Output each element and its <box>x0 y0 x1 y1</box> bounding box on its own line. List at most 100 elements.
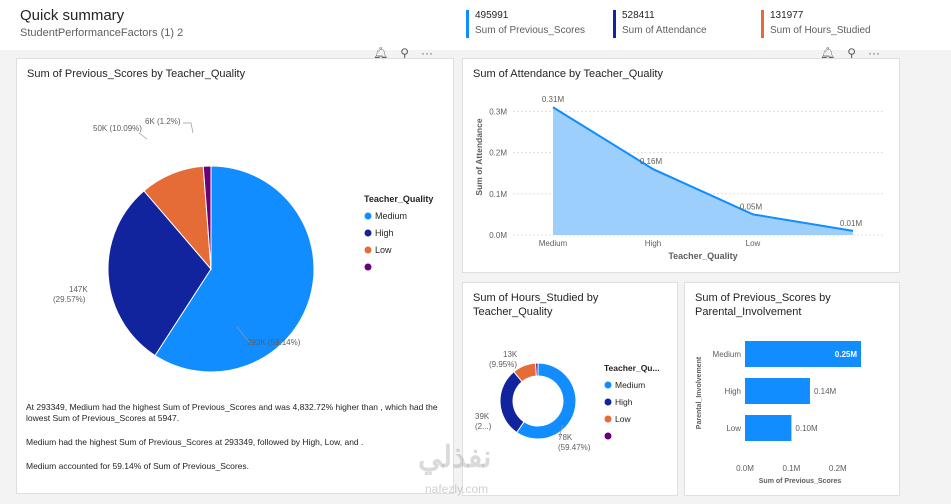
pie-slice-blank[interactable] <box>202 165 212 270</box>
data-label: (29.57%) <box>53 295 86 304</box>
data-label: 50K (10.09%) <box>93 124 142 133</box>
x-tick-label: 0.2M <box>829 464 847 473</box>
pie-slice-high[interactable] <box>107 190 212 357</box>
leader-line <box>236 326 250 343</box>
bar-medium[interactable] <box>745 341 861 367</box>
pin-icon[interactable]: ⚲ <box>400 46 410 60</box>
bell-icon[interactable]: 🔔︎ <box>373 46 389 60</box>
pie-card-previous-scores[interactable]: Sum of Previous_Scores by Teacher_Qualit… <box>16 58 454 494</box>
chart-title: Sum of Attendance by Teacher_Quality <box>473 68 663 80</box>
area-fill <box>553 107 853 235</box>
kpi-label: Sum of Previous_Scores <box>475 25 586 36</box>
legend-marker[interactable] <box>364 212 372 220</box>
y-axis-title: Sum of Attendance <box>474 118 484 195</box>
y-tick-label: High <box>725 387 741 396</box>
x-axis-title: Sum of Previous_Scores <box>759 478 842 485</box>
chart-title: Sum of Previous_Scores by Teacher_Qualit… <box>27 68 246 80</box>
data-label: 0.31M <box>542 95 565 104</box>
area-card-attendance[interactable]: Sum of Attendance by Teacher_Quality 0.0… <box>462 58 900 273</box>
more-icon[interactable]: ··· <box>868 46 881 60</box>
legend-item[interactable]: Medium <box>615 380 645 390</box>
legend-item[interactable]: Low <box>615 414 631 424</box>
chart-title: Sum of Previous_Scores by Parental_Invol… <box>695 292 831 318</box>
legend-item[interactable]: High <box>375 228 394 238</box>
leader-line <box>138 132 148 140</box>
visual-toolbar: 🔔︎ ⚲ ··· <box>820 46 892 60</box>
pie-slice-high[interactable] <box>499 371 525 434</box>
legend-title: Teacher_Quality <box>364 194 433 204</box>
legend-marker[interactable] <box>604 381 612 389</box>
y-tick-label: 0.1M <box>489 190 507 199</box>
legend-marker[interactable] <box>604 432 612 440</box>
pin-icon[interactable]: ⚲ <box>847 46 857 60</box>
y-tick-label: Low <box>726 424 741 433</box>
legend-marker[interactable] <box>364 229 372 237</box>
data-label: (59.47%) <box>558 443 591 452</box>
watermark-url: nafezly.com <box>425 482 489 496</box>
data-label: 0.14M <box>814 387 837 396</box>
pie-slice-medium[interactable] <box>516 362 577 440</box>
data-label: 0.05M <box>740 202 763 211</box>
pie-chart-previous-scores: 293K (59.14%) 147K(29.57%) 50K (10.09%)6K … <box>53 117 433 373</box>
kpi-hours-studied[interactable]: 131977 Sum of Hours_Studied <box>761 10 871 38</box>
legend-item[interactable]: High <box>615 397 633 407</box>
y-tick-label: Medium <box>713 350 742 359</box>
narrative-line-2: Medium had the highest Sum of Previous_S… <box>26 437 364 447</box>
data-label: 39K <box>475 412 490 421</box>
y-tick-label: 0.3M <box>489 107 507 116</box>
donut-chart-hours-studied: 78K(59.47%) 39K(2...) 13K(9.95%) Teacher_Qu… <box>475 350 660 452</box>
data-label: 0.16M <box>640 157 663 166</box>
x-axis-title: Teacher_Quality <box>668 251 737 261</box>
kpi-value: 495991 <box>475 10 509 21</box>
legend-item[interactable]: Medium <box>375 211 407 221</box>
data-label: 78K <box>558 433 573 442</box>
bar-low[interactable] <box>745 415 792 441</box>
kpi-value: 131977 <box>770 10 804 21</box>
kpi-value: 528411 <box>622 10 655 21</box>
y-tick-label: 0.0M <box>489 231 507 240</box>
area-chart-attendance: 0.0M 0.1M 0.2M 0.3M 0.31M Medium 0.16M High 0.05… <box>474 95 883 261</box>
leader-line <box>183 122 194 134</box>
chart-title-text: Sum of Hours_Studied by Teacher_Quality <box>473 292 599 318</box>
pie-slice-medium[interactable] <box>154 165 315 373</box>
data-label: 0.01M <box>840 219 863 228</box>
bar-card-parental-involvement[interactable]: Sum of Previous_Scores by Parental_Invol… <box>684 282 900 496</box>
data-label: 0.10M <box>795 424 818 433</box>
legend-marker[interactable] <box>604 415 612 423</box>
x-tick-label: Medium <box>539 239 568 248</box>
x-tick-label: 0.1M <box>783 464 801 473</box>
kpi-attendance[interactable]: 528411 Sum of Attendance <box>613 10 707 38</box>
narrative-line-1: At 293349, Medium had the highest Sum of… <box>26 402 438 423</box>
report-header: Quick summary StudentPerformanceFactors … <box>0 0 951 50</box>
data-label: (2...) <box>475 422 492 431</box>
narrative-line-3: Medium accounted for 59.14% of Sum of Pr… <box>26 461 250 471</box>
legend-marker[interactable] <box>364 246 372 254</box>
page-title: Quick summary <box>20 7 125 24</box>
data-label: (9.95%) <box>489 360 517 369</box>
pie-slice-blank[interactable] <box>534 362 539 377</box>
data-label: 293K (59.14%) <box>247 338 301 347</box>
series-line[interactable] <box>552 106 854 232</box>
more-icon[interactable]: ··· <box>421 46 434 60</box>
bar-chart-parental-involvement: Medium 0.25M High 0.14M Low 0.10M 0.0M 0.1M 0.2M… <box>696 341 861 485</box>
legend-item[interactable]: Low <box>375 245 392 255</box>
legend-marker[interactable] <box>604 398 612 406</box>
legend-marker[interactable] <box>364 263 372 271</box>
data-label: 0.25M <box>835 350 858 359</box>
watermark-logo: نفذلي <box>418 441 492 474</box>
x-tick-label: 0.0M <box>736 464 754 473</box>
y-tick-label: 0.2M <box>489 149 507 158</box>
leader-line <box>558 424 564 438</box>
data-label: 147K <box>69 285 88 294</box>
donut-card-hours-studied[interactable]: Sum of Hours_Studied by Teacher_Quality … <box>462 282 678 496</box>
bell-icon[interactable]: 🔔︎ <box>820 46 836 60</box>
x-tick-label: Low <box>746 239 761 248</box>
kpi-label: Sum of Hours_Studied <box>770 25 871 36</box>
legend-title: Teacher_Qu... <box>604 363 660 373</box>
data-label: 6K (1.2%) <box>145 117 181 126</box>
chart-title: Sum of Hours_Studied by Teacher_Quality <box>473 291 677 319</box>
kpi-previous-scores[interactable]: 495991 Sum of Previous_Scores <box>466 10 585 38</box>
visual-toolbar: 🔔︎ ⚲ ··· <box>373 46 445 60</box>
bar-high[interactable] <box>745 378 810 404</box>
kpi-label: Sum of Attendance <box>622 25 707 36</box>
